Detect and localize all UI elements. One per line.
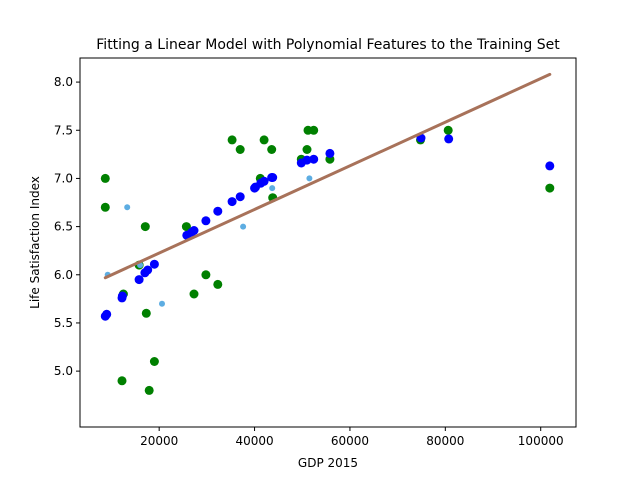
data-point-series-0 xyxy=(213,279,223,289)
data-point-series-2 xyxy=(143,265,153,275)
data-point-series-1 xyxy=(159,300,165,307)
data-point-series-2 xyxy=(213,206,223,216)
y-tick-label: 8.0 xyxy=(54,75,73,89)
x-tick-label: 100000 xyxy=(518,434,564,448)
data-point-series-0 xyxy=(181,222,191,232)
axes-frame xyxy=(79,57,577,428)
data-point-series-2 xyxy=(444,134,454,144)
data-point-series-1 xyxy=(306,175,313,182)
x-tick-label: 80000 xyxy=(426,434,464,448)
data-point-series-0 xyxy=(443,125,453,135)
y-axis-label: Life Satisfaction Index xyxy=(28,176,42,309)
data-point-series-2 xyxy=(102,309,112,319)
axis-ticks: 20000 40000 60000 80000 100000 5.0 5.5 6.0 6.5 7.… xyxy=(54,75,564,448)
data-point-series-0 xyxy=(140,222,150,232)
data-point-series-2 xyxy=(201,216,211,226)
x-tick-label: 40000 xyxy=(235,434,273,448)
y-tick-label: 7.5 xyxy=(54,123,73,137)
x-tick-label: 20000 xyxy=(140,434,178,448)
data-point-series-0 xyxy=(117,376,127,386)
data-point-series-1 xyxy=(269,185,276,192)
y-tick-label: 6.5 xyxy=(54,220,73,234)
data-point-series-2 xyxy=(268,173,278,182)
x-axis-label: GDP 2015 xyxy=(298,456,358,470)
chart-title: Fitting a Linear Model with Polynomial F… xyxy=(96,37,560,53)
data-point-series-2 xyxy=(302,155,312,165)
data-point-series-2 xyxy=(189,226,199,235)
data-point-series-0 xyxy=(235,145,245,154)
data-point-series-0 xyxy=(201,270,211,280)
data-point-series-1 xyxy=(124,204,131,211)
y-tick-label: 5.0 xyxy=(54,364,73,378)
data-point-series-2 xyxy=(325,148,335,158)
data-point-series-2 xyxy=(545,161,555,171)
data-point-series-0 xyxy=(309,125,319,135)
data-point-series-2 xyxy=(309,154,319,164)
data-point-series-2 xyxy=(227,197,237,207)
data-point-series-2 xyxy=(235,192,245,202)
data-point-series-1 xyxy=(240,223,247,230)
y-tick-label: 6.0 xyxy=(54,268,73,282)
regression-line xyxy=(103,72,552,280)
data-point-series-0 xyxy=(100,202,110,212)
y-tick-label: 5.5 xyxy=(54,316,73,330)
y-tick-label: 7.0 xyxy=(54,171,73,185)
data-point-series-0 xyxy=(189,289,199,299)
x-tick-label: 60000 xyxy=(331,434,369,448)
data-point-series-0 xyxy=(149,357,159,366)
data-point-series-0 xyxy=(267,145,277,154)
data-point-series-0 xyxy=(141,308,151,318)
data-point-series-0 xyxy=(144,385,154,395)
data-point-series-0 xyxy=(545,183,555,193)
data-point-series-2 xyxy=(134,275,144,285)
data-point-series-0 xyxy=(302,145,312,154)
data-point-series-2 xyxy=(117,291,127,301)
plot-area xyxy=(100,72,555,395)
data-point-series-2 xyxy=(259,176,269,186)
data-point-series-0 xyxy=(100,173,110,183)
data-point-series-0 xyxy=(259,135,269,145)
data-point-series-2 xyxy=(149,259,159,269)
data-point-series-0 xyxy=(227,135,237,145)
